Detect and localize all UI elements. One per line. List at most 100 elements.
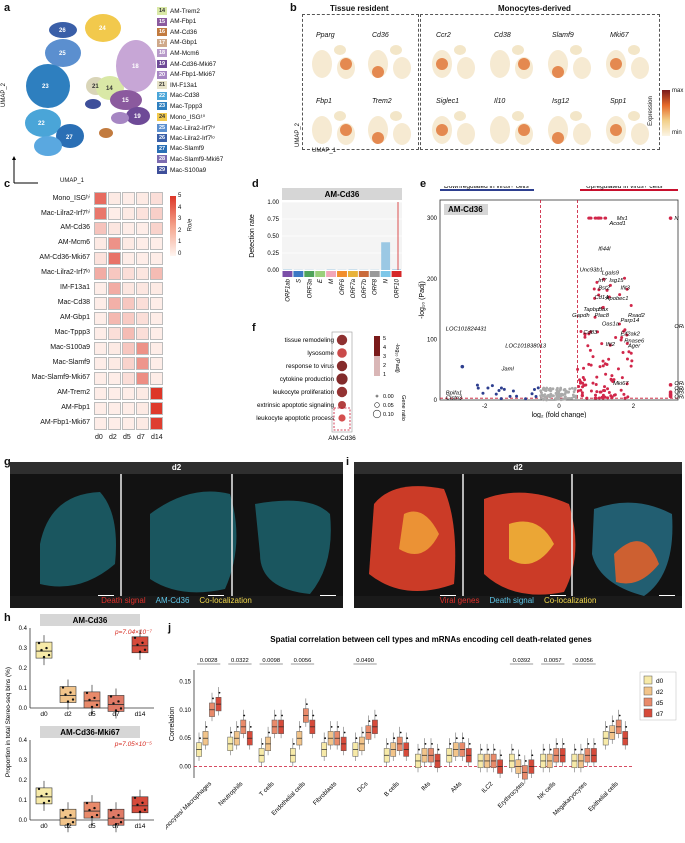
gene-point-down xyxy=(494,392,498,396)
gene-point-up xyxy=(617,322,621,326)
gene-point xyxy=(557,397,561,401)
volcano-plot: Downregulated in virus+ cells Upregulated… xyxy=(419,186,684,418)
gene-point xyxy=(562,397,566,401)
data-point xyxy=(230,731,233,734)
heatmap-cell xyxy=(122,192,135,205)
gene-point-down xyxy=(508,394,512,398)
legend-swatch: 27 xyxy=(157,144,167,153)
x-tick-label: d14 xyxy=(135,823,146,830)
feature-mini-umap xyxy=(312,45,355,79)
heatmap-cell xyxy=(122,357,135,370)
roe-heatmap: Mono_ISGʰⁱ Mac-Lilra2-Irf7ʰⁱ AM-Cd36 AM-Mcm… xyxy=(2,188,242,453)
feature-mini-umap xyxy=(606,111,649,145)
heatmap-cell xyxy=(108,402,121,415)
heatmap-cell xyxy=(150,312,163,325)
feature-mini-umap xyxy=(548,45,591,79)
gene-point-down xyxy=(499,397,503,401)
feature-gene-label: Trem2 xyxy=(372,98,392,105)
heatmap-cell xyxy=(94,387,107,400)
data-point xyxy=(493,748,496,751)
bar xyxy=(392,269,401,270)
data-point xyxy=(45,792,48,796)
heatmap-cell xyxy=(94,357,107,370)
x-tick-label: ORF10 xyxy=(395,278,401,298)
data-point xyxy=(199,737,201,740)
data-point xyxy=(261,742,264,745)
heatmap-cell xyxy=(150,207,163,220)
data-point xyxy=(399,731,402,734)
gene-point xyxy=(559,386,563,390)
x-tick-label: M xyxy=(329,279,335,284)
data-point xyxy=(543,748,546,751)
gene-label: ORF1a xyxy=(674,394,684,400)
y-tick-label: 0.4 xyxy=(19,626,28,632)
umap-blob xyxy=(393,123,411,145)
heatmap-cell xyxy=(108,192,121,205)
legend-item: 18 AM-Mcm6 xyxy=(157,48,199,58)
heatmap-cell xyxy=(150,372,163,385)
gene-point-up xyxy=(599,390,603,394)
y-axis-label: Correlation xyxy=(169,707,176,741)
feature-mini-umap xyxy=(432,111,475,145)
data-point xyxy=(449,742,452,745)
data-point xyxy=(330,725,333,728)
go-dot xyxy=(338,401,346,409)
heatmap-cell xyxy=(150,402,163,415)
gene-point-up xyxy=(620,376,624,380)
legend-swatch: 22 xyxy=(157,91,167,100)
gene-label: Acod1 xyxy=(608,221,625,227)
legend-label: AM-Mcm6 xyxy=(170,49,200,57)
panel-f-label: f xyxy=(252,322,256,334)
bottom-box-pvalue: p=7.05×10⁻⁵ xyxy=(114,741,153,748)
gene-label: Bax xyxy=(598,307,609,313)
panel-e-label: e xyxy=(420,178,427,190)
gene-point-down xyxy=(476,386,480,390)
gene-point-up xyxy=(598,365,602,369)
gene-point-up xyxy=(604,372,608,376)
gene-point-up xyxy=(597,293,601,297)
data-point xyxy=(305,703,308,706)
dot-column-frame xyxy=(331,331,353,433)
gene-point-up xyxy=(582,383,586,387)
heatmap-cell xyxy=(136,282,149,295)
data-point xyxy=(281,714,283,717)
data-point xyxy=(243,714,246,717)
data-point xyxy=(518,754,521,757)
heatmap-cell xyxy=(136,387,149,400)
x-tick-label: Endothelial cells xyxy=(270,780,307,817)
feature-mini-umap xyxy=(490,45,533,79)
category-color-strip xyxy=(326,271,337,277)
spatial-g-image xyxy=(10,474,343,607)
heatmap-cell xyxy=(136,252,149,265)
gene-point-down xyxy=(497,388,501,392)
panel-c-label: c xyxy=(4,178,11,190)
cluster-23 xyxy=(26,64,70,108)
y-tick-label: 0.0 xyxy=(19,818,28,824)
go-dot xyxy=(336,334,348,346)
gene-point xyxy=(556,386,559,390)
data-point xyxy=(109,809,113,812)
x-tick-label: Epithelial cells xyxy=(587,780,620,813)
legend-death-signal: Death signal xyxy=(101,596,146,605)
heatmap-cell xyxy=(108,417,121,430)
legend-swatch xyxy=(643,708,653,718)
p-value-label: 0.0490 xyxy=(356,658,374,664)
umap-blob xyxy=(312,50,332,78)
data-point xyxy=(143,808,147,811)
gene-point xyxy=(560,392,564,396)
data-point xyxy=(424,742,427,745)
spatial-i-legend: Viral genes Death signal Co-localization xyxy=(354,596,682,608)
legend-label: Mac-Cd38 xyxy=(170,92,200,100)
y-tick-label: 0.05 xyxy=(179,736,191,742)
heatmap-cell xyxy=(136,357,149,370)
roe-scale-tick: 5 xyxy=(178,193,182,199)
umap-blob xyxy=(390,111,402,121)
heatmap-cell xyxy=(136,327,149,340)
data-point xyxy=(71,698,75,701)
feature-gene-label: Mki67 xyxy=(610,32,629,39)
gene-label: Rsad2 xyxy=(628,313,646,319)
x-tick-label: B cells xyxy=(383,780,401,798)
x-tick-label: d2 xyxy=(64,823,72,830)
spatial-g-legend: Death signal AM-Cd36 Co-localization xyxy=(10,596,343,608)
scale-min: min xyxy=(672,130,682,136)
